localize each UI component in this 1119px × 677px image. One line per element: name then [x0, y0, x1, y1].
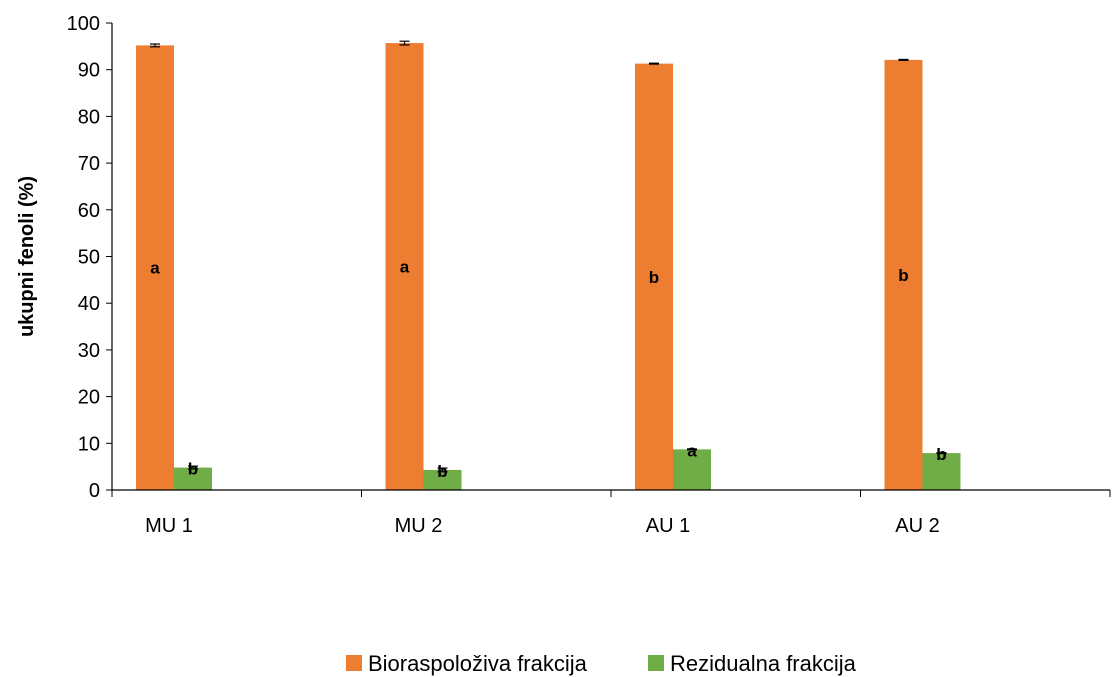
bar	[635, 63, 673, 491]
x-tick-label: MU 2	[395, 515, 443, 537]
data-label: b	[898, 266, 908, 285]
y-tick-label: 0	[89, 480, 100, 502]
y-tick-label: 40	[78, 293, 100, 315]
data-label: a	[400, 258, 410, 277]
y-tick-label: 60	[78, 200, 100, 222]
x-tick-label: AU 1	[646, 515, 690, 537]
legend-label: Bioraspoloživa frakcija	[368, 651, 588, 676]
x-axis-ticks: MU 1 MU 2 AU 1 AU 2	[111, 490, 1111, 537]
x-tick-label: AU 2	[895, 515, 939, 537]
bar	[174, 467, 212, 490]
y-tick-label: 70	[78, 153, 100, 175]
data-label: a	[150, 259, 160, 278]
data-label: b	[936, 445, 946, 464]
legend-swatch	[346, 655, 362, 671]
data-label: b	[188, 460, 198, 479]
bar	[136, 45, 174, 490]
data-label: b	[437, 462, 447, 481]
y-tick-label: 80	[78, 106, 100, 128]
y-tick-label: 30	[78, 340, 100, 362]
legend-swatch	[648, 655, 664, 671]
bar	[385, 43, 424, 491]
data-label: b	[649, 268, 659, 287]
y-axis-label: ukupni fenoli (%)	[16, 176, 38, 337]
y-axis-ticks: 0 10 20 30 40 50 60 70 80 90 100	[67, 13, 112, 502]
bar	[922, 453, 961, 490]
bar	[423, 469, 462, 490]
y-tick-label: 50	[78, 247, 100, 269]
legend: Bioraspoloživa frakcija Rezidualna frakci…	[346, 651, 857, 676]
bar	[673, 449, 711, 490]
y-tick-label: 100	[67, 13, 100, 35]
y-tick-label: 90	[78, 60, 100, 82]
y-tick-label: 10	[78, 433, 100, 455]
chart-bars: a b a b b a b b	[136, 40, 961, 491]
legend-label: Rezidualna frakcija	[670, 651, 857, 676]
y-tick-label: 20	[78, 387, 100, 409]
bar	[884, 59, 923, 490]
data-label: a	[687, 441, 697, 460]
x-tick-label: MU 1	[145, 515, 193, 537]
